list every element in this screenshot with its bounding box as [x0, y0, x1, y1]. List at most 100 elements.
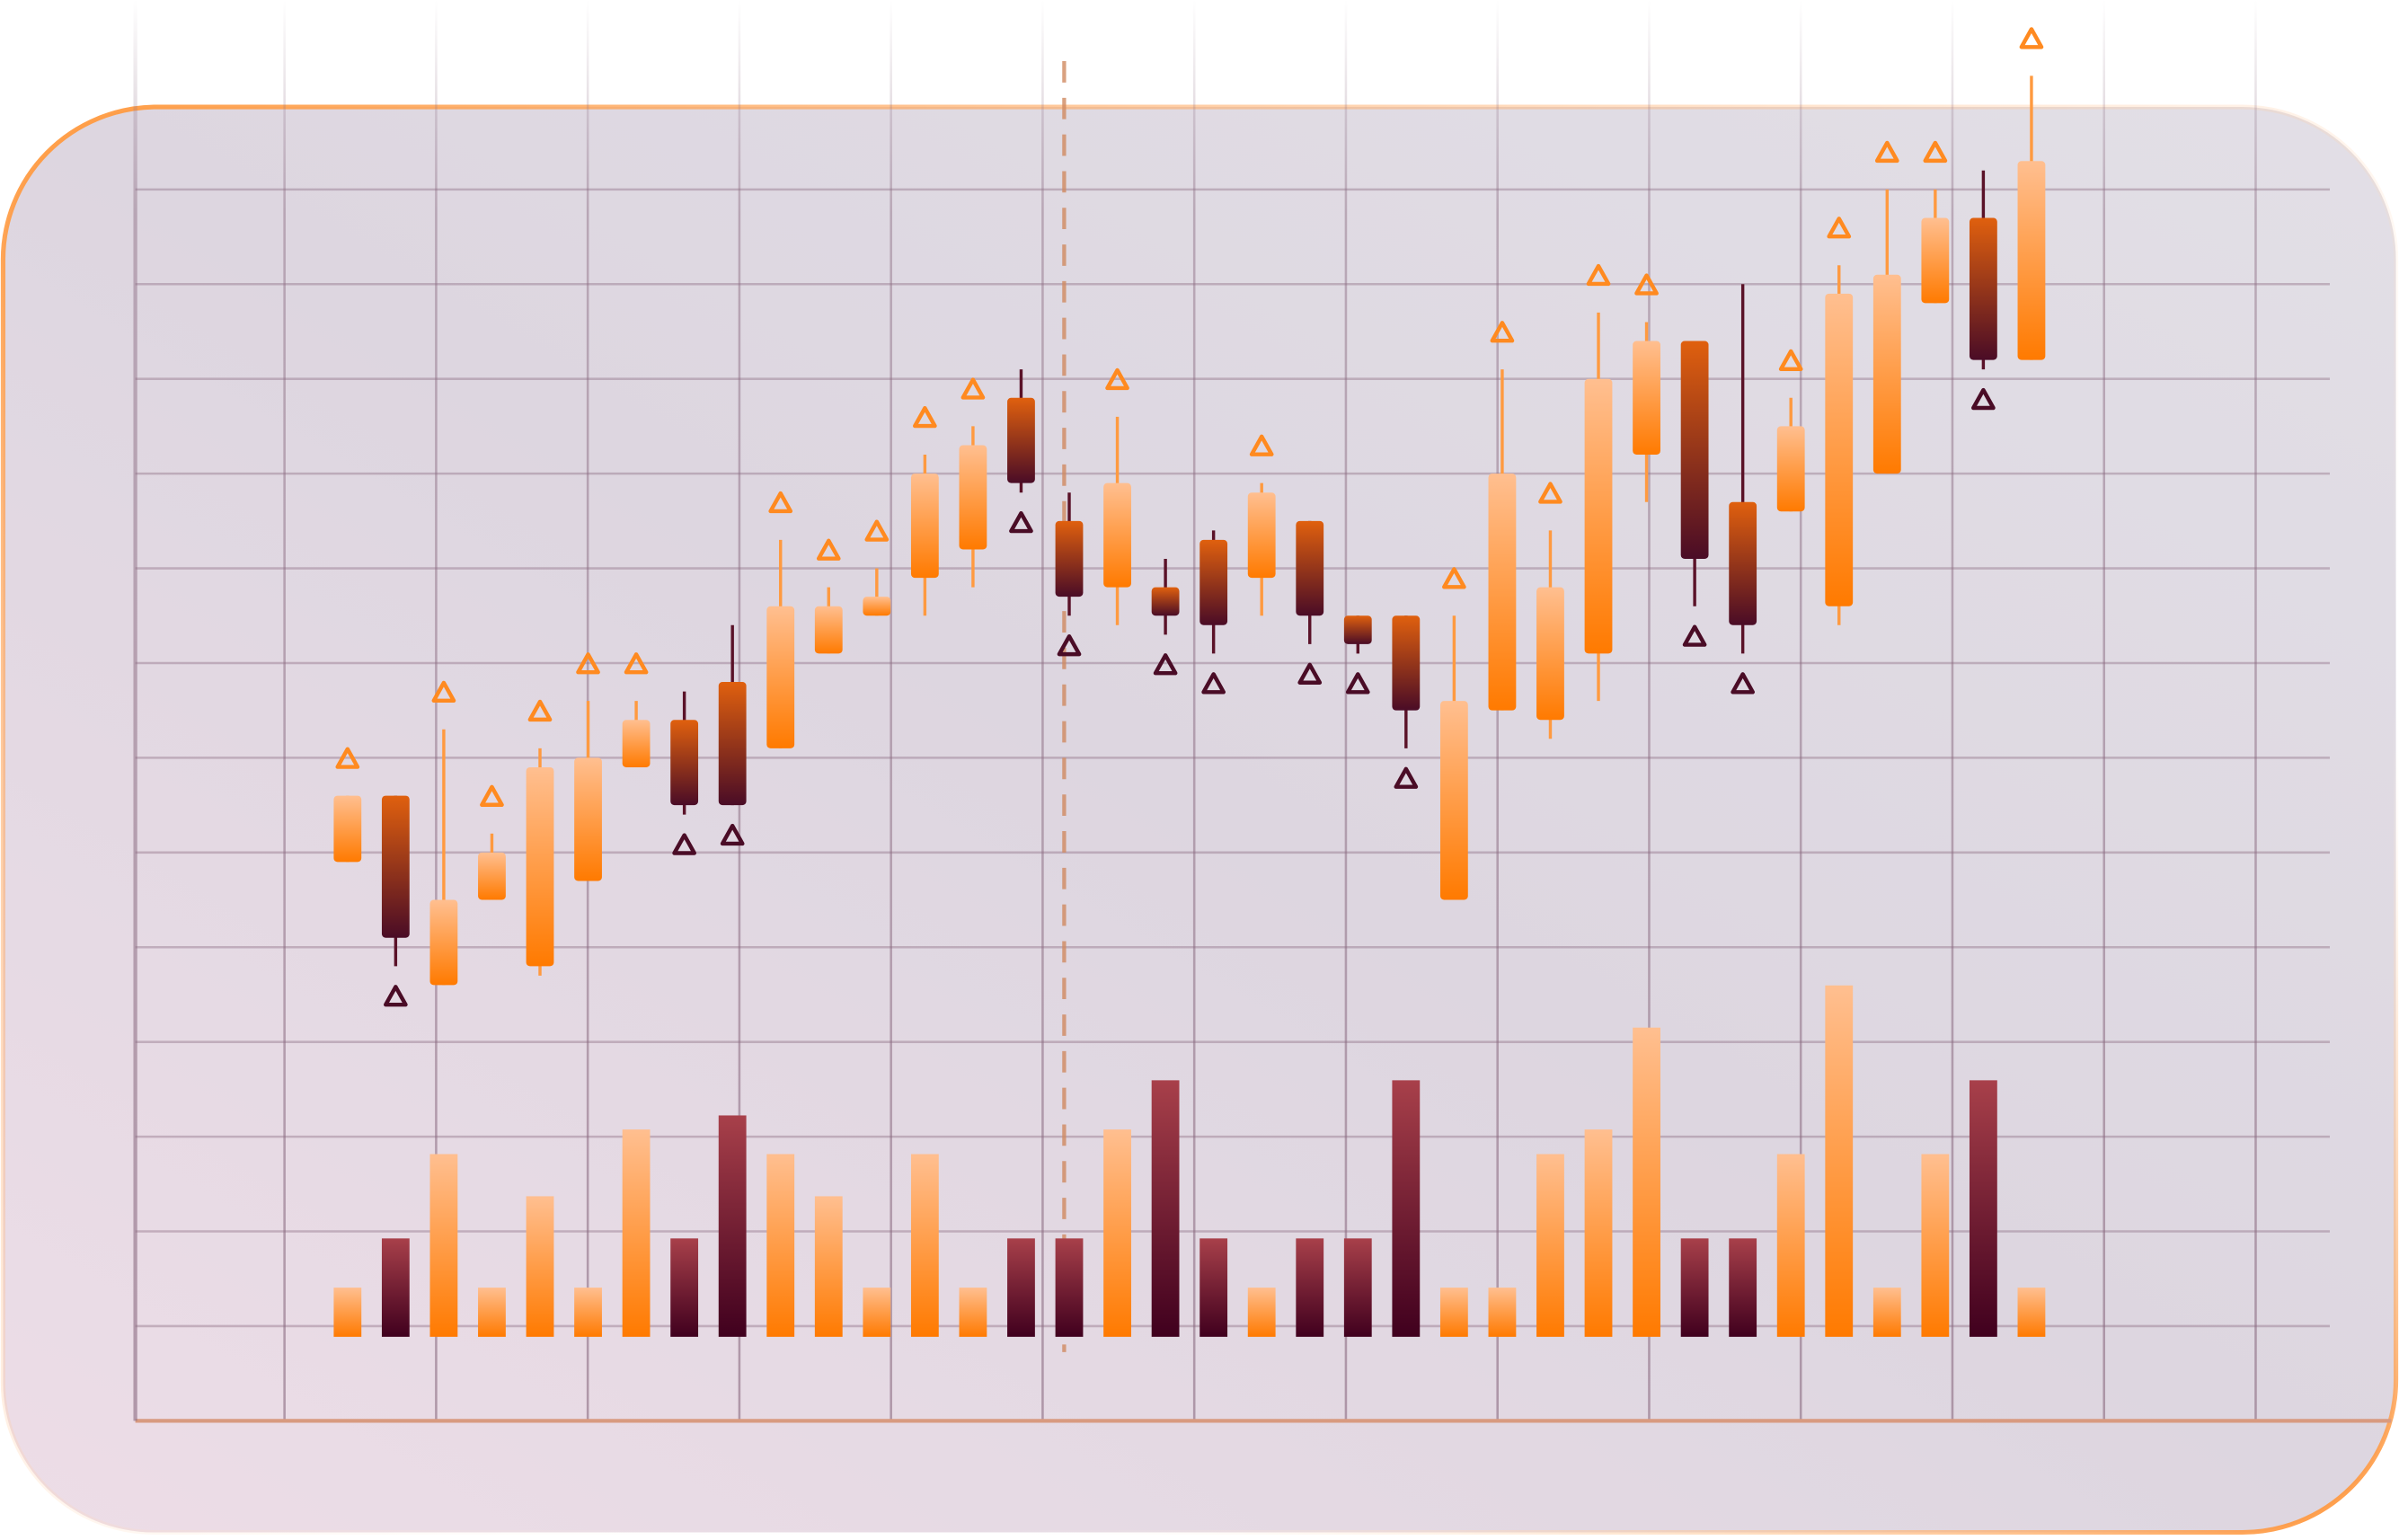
volume-bar [863, 1288, 891, 1337]
signal-up [1874, 140, 1899, 164]
signal-up [527, 699, 553, 722]
candle-up [622, 720, 651, 767]
signal-up [1634, 273, 1659, 296]
volume-bar [1007, 1238, 1035, 1337]
signal-up [1105, 367, 1129, 391]
candle-up [1439, 701, 1468, 900]
volume-bar [1969, 1080, 1997, 1337]
volume-bar [1392, 1080, 1421, 1337]
volume-bar [478, 1288, 506, 1337]
candle-up [863, 597, 891, 616]
candle-up [1872, 274, 1901, 474]
candle-down [1200, 539, 1228, 625]
volume-bar [1247, 1288, 1276, 1337]
candle-up [333, 795, 362, 863]
candle-up [1536, 587, 1564, 721]
volume-bar [1584, 1129, 1613, 1337]
candle-up [1584, 378, 1613, 654]
signal-up [1778, 349, 1803, 372]
volume-bar [381, 1238, 410, 1337]
candle-up [478, 852, 506, 900]
candle-up [429, 899, 458, 986]
signal-up [816, 538, 841, 561]
volume-bar [910, 1154, 939, 1337]
volume-bar [1776, 1154, 1805, 1337]
signal-up [864, 519, 890, 542]
volume-bar [622, 1129, 651, 1337]
candle-up [1247, 492, 1276, 579]
volume-bar [718, 1115, 747, 1337]
candle-up [1921, 217, 1950, 304]
candle-up [1103, 482, 1131, 588]
signal-down [1201, 672, 1226, 695]
candle-down [381, 795, 410, 938]
signal-up [480, 784, 504, 807]
signal-down [384, 985, 408, 1007]
candle-up [1488, 474, 1517, 711]
candle-up [1776, 426, 1805, 512]
volume-bar [1439, 1288, 1468, 1337]
candle-up [574, 757, 602, 881]
signal-down [1297, 662, 1323, 685]
volume-bar [1296, 1238, 1324, 1337]
volume-bar [1872, 1288, 1901, 1337]
candle-up [1825, 293, 1854, 606]
volume-bar [1633, 1027, 1660, 1337]
signal-up [335, 747, 360, 769]
signal-up [1490, 321, 1515, 343]
candle-up [910, 474, 939, 579]
volume-bar [1921, 1154, 1950, 1337]
signal-up [624, 652, 649, 675]
signal-up [576, 652, 600, 675]
signal-up [960, 377, 986, 400]
candle-up [1633, 341, 1660, 456]
volume-bar [766, 1154, 795, 1337]
signal-down [1682, 624, 1707, 647]
signal-down [1731, 672, 1756, 695]
volume-bar [2017, 1288, 2046, 1337]
signal-up [1827, 217, 1852, 239]
signal-down [1153, 653, 1178, 676]
candle-up [526, 766, 554, 967]
candle-up [766, 606, 795, 748]
volume-bar [1151, 1080, 1180, 1337]
volume-bar [814, 1196, 843, 1337]
volume-bar [1200, 1238, 1228, 1337]
signal-up [1442, 567, 1466, 589]
volume-bar [1488, 1288, 1517, 1337]
signal-down [1009, 510, 1033, 534]
signal-up [768, 491, 793, 514]
volume-bar [429, 1154, 458, 1337]
candle-up [814, 606, 843, 654]
signal-up [1249, 434, 1274, 456]
candle-up [959, 445, 987, 550]
signal-down [1394, 766, 1419, 789]
volume-bar [1825, 985, 1854, 1337]
volume-bar [1680, 1238, 1709, 1337]
signal-up [1586, 263, 1611, 287]
volume-bar [670, 1238, 699, 1337]
candle-down [1151, 587, 1180, 616]
marks [333, 27, 2046, 1337]
volume-bar [959, 1288, 987, 1337]
volume-bar [1343, 1238, 1372, 1337]
candle-down [1392, 615, 1421, 711]
volume-bar [333, 1288, 362, 1337]
signal-down [720, 823, 745, 846]
signal-up [431, 680, 456, 704]
volume-bar [574, 1288, 602, 1337]
candle-down [670, 720, 699, 806]
signal-up [1923, 140, 1948, 164]
signal-down [672, 833, 696, 855]
candle-down [1296, 520, 1324, 616]
signal-down [1057, 634, 1082, 657]
signal-down [1971, 387, 1996, 411]
candle-down [1343, 615, 1372, 644]
signal-down [1345, 672, 1370, 695]
candle-up [2017, 161, 2046, 360]
volume-bar [1055, 1238, 1084, 1337]
signal-up [913, 405, 937, 429]
volume-bar [1729, 1238, 1757, 1337]
candle-down [1969, 217, 1997, 360]
